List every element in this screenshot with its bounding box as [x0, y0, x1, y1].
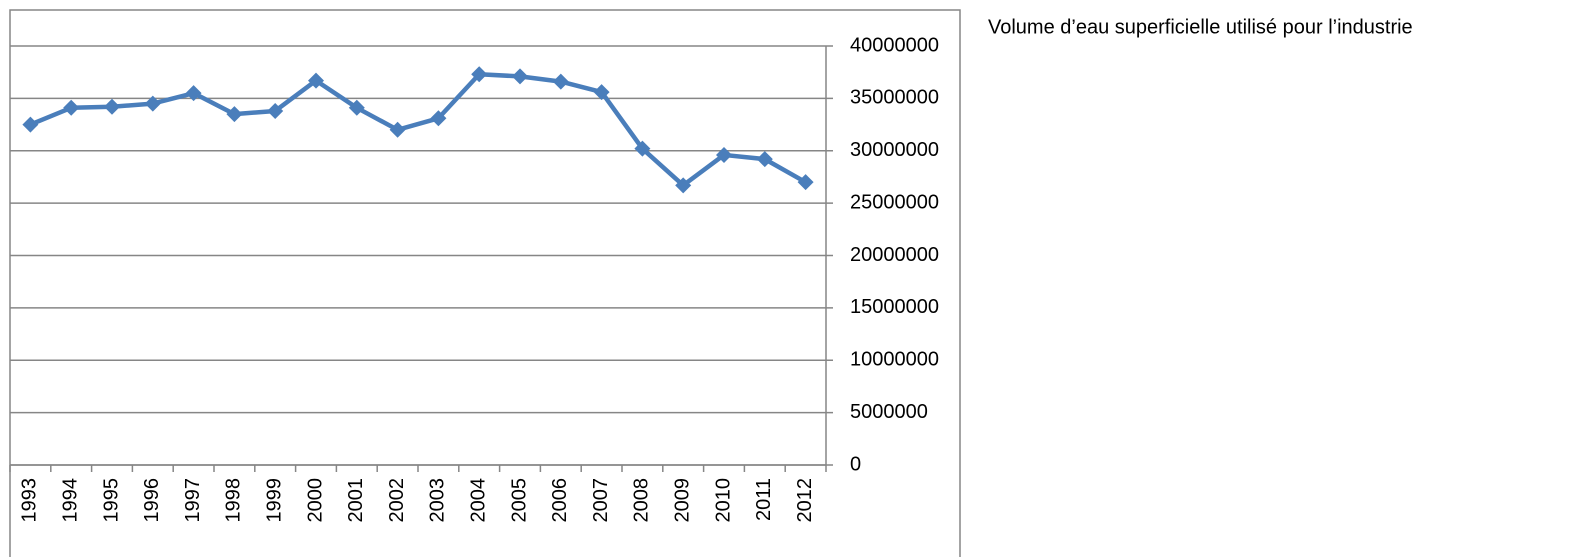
marker [144, 95, 161, 112]
x-tick-label: 1994 [59, 478, 81, 523]
y-tick-label: 35000000 [850, 87, 939, 109]
x-tick-label: 2007 [590, 478, 612, 523]
marker [348, 99, 365, 116]
x-tick-label: 2009 [671, 478, 693, 523]
x-tick-label: 2002 [386, 478, 408, 523]
marker [308, 72, 324, 89]
marker [512, 68, 528, 85]
x-tick-label: 2003 [427, 478, 449, 523]
marker [226, 106, 243, 123]
marker [104, 98, 120, 115]
x-tick-label: 2006 [549, 478, 571, 523]
marker [716, 146, 732, 163]
x-tick-label: 1998 [223, 478, 245, 523]
x-tick-label: 2010 [712, 478, 734, 523]
y-tick-label: 5000000 [850, 401, 928, 423]
x-tick-label: 1999 [263, 478, 285, 523]
marker [22, 116, 39, 133]
x-tick-label: 1996 [141, 478, 163, 523]
x-tick-label: 2000 [304, 478, 326, 523]
x-tick-label: 2001 [345, 478, 367, 523]
x-tick-label: 1993 [19, 478, 41, 523]
series-line [29, 72, 807, 188]
marker [267, 102, 284, 119]
marker [471, 66, 488, 83]
y-tick-label: 15000000 [850, 296, 939, 318]
marker [430, 110, 447, 127]
y-tick-label: 40000000 [850, 34, 939, 56]
y-tick-label: 30000000 [850, 139, 939, 161]
chart-frame [9, 9, 961, 557]
x-tick-label: 1995 [100, 478, 122, 523]
x-tick-label: 1997 [182, 478, 204, 523]
marker [756, 151, 773, 168]
marker [797, 174, 814, 191]
marker [63, 99, 80, 116]
y-tick-label: 0 [850, 453, 861, 475]
x-tick-label: 2004 [467, 478, 489, 523]
x-tick-label: 2008 [631, 478, 653, 523]
chart-title: Volume d’eau superficielle utilisé pour … [988, 16, 1413, 38]
y-tick-label: 10000000 [850, 349, 939, 371]
x-tick-label: 2005 [508, 478, 530, 523]
marker [675, 177, 692, 194]
y-tick-label: 20000000 [850, 244, 939, 266]
marker [593, 84, 610, 101]
y-tick-label: 25000000 [850, 191, 939, 213]
x-tick-label: 2011 [753, 478, 775, 521]
marker [389, 121, 406, 138]
marker [185, 85, 202, 102]
marker [552, 73, 569, 90]
x-tick-label: 2012 [794, 478, 816, 523]
marker [634, 140, 651, 157]
